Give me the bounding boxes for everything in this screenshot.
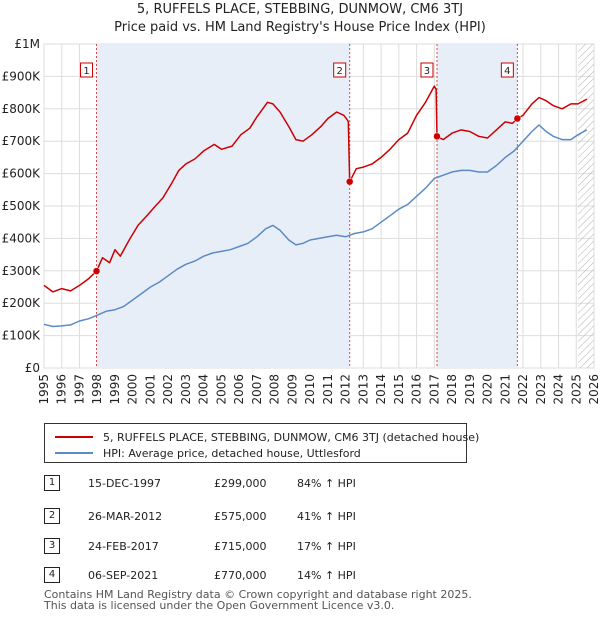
y-tick-label: £900K — [2, 69, 42, 83]
sale-period-shading — [96, 44, 594, 368]
x-tick-label: 2025 — [569, 374, 583, 405]
series-lines — [43, 85, 588, 328]
sale-row: 2 26-MAR-2012 £575,000 41% ↑ HPI — [44, 508, 464, 528]
sale-label-box — [420, 62, 434, 78]
sale-hpi-diff: 14% ↑ HPI — [297, 569, 356, 582]
x-tick-label: 2002 — [161, 374, 175, 405]
sale-points — [92, 114, 522, 275]
sale-point — [92, 267, 101, 275]
sale-label-box — [80, 62, 94, 78]
x-tick-label: 1996 — [55, 374, 69, 405]
sale-number: 2 — [44, 508, 60, 524]
sale-period-band — [436, 44, 518, 368]
sale-point — [513, 114, 522, 123]
x-tick-label: 2013 — [356, 374, 370, 405]
footer-licence: This data is licensed under the Open Gov… — [44, 599, 395, 612]
legend-label-hpi: HPI: Average price, detached house, Uttl… — [103, 446, 361, 460]
x-tick-label: 2006 — [232, 374, 246, 405]
hpi-line — [43, 124, 588, 328]
sale-price: £575,000 — [214, 510, 267, 523]
sale-point — [433, 132, 441, 141]
x-tick-label: 2015 — [392, 374, 406, 405]
sale-label-box — [333, 62, 347, 78]
sale-hpi-diff: 84% ↑ HPI — [297, 477, 356, 490]
x-tick-label: 2021 — [498, 374, 512, 405]
sale-hpi-diff: 41% ↑ HPI — [297, 510, 356, 523]
y-tick-label: £300K — [2, 264, 42, 278]
x-tick-label: 2026 — [587, 374, 600, 405]
x-tick-label: 2005 — [214, 374, 228, 405]
x-tick-label: 2019 — [463, 374, 477, 405]
sale-period-band — [96, 44, 350, 368]
projection-area — [578, 44, 594, 368]
x-tick-label: 2010 — [303, 374, 317, 405]
x-tick-label: 2008 — [268, 374, 282, 405]
x-tick-label: 2017 — [427, 374, 441, 405]
x-tick-label: 2000 — [126, 374, 140, 405]
legend-item-hpi: HPI: Average price, detached house, Uttl… — [55, 445, 361, 461]
sale-price: £770,000 — [214, 569, 267, 582]
sale-date: 15-DEC-1997 — [88, 477, 162, 490]
y-axis-ticks: £0 £100K £200K £300K £400K £500K £600K £700K £80… — [2, 37, 42, 375]
sale-price: £299,000 — [214, 477, 267, 490]
sale-number: 4 — [44, 567, 60, 583]
chart-title: 5, RUFFELS PLACE, STEBBING, DUNMOW, CM6 … — [137, 2, 463, 17]
sale-date: 06-SEP-2021 — [88, 569, 159, 582]
y-tick-label: £200K — [2, 296, 42, 310]
sale-labels: 1 2 3 4 — [80, 62, 514, 78]
x-tick-label: 2003 — [179, 374, 193, 405]
legend-label-property: 5, RUFFELS PLACE, STEBBING, DUNMOW, CM6 … — [103, 430, 480, 444]
sale-row: 4 06-SEP-2021 £770,000 14% ↑ HPI — [44, 567, 464, 587]
sale-price: £715,000 — [214, 540, 267, 553]
x-tick-label: 1995 — [37, 374, 51, 405]
property-price-line — [43, 85, 588, 293]
x-tick-label: 1998 — [90, 374, 104, 405]
sale-label-number: 4 — [504, 66, 510, 77]
sale-date: 24-FEB-2017 — [88, 540, 159, 553]
y-tick-label: £600K — [2, 167, 42, 181]
sale-label-number: 2 — [337, 66, 343, 77]
x-tick-label: 2009 — [285, 374, 299, 405]
x-tick-label: 2012 — [339, 374, 353, 405]
sale-hpi-diff: 17% ↑ HPI — [297, 540, 356, 553]
x-tick-label: 2024 — [552, 374, 566, 405]
legend-swatch-hpi — [55, 452, 93, 454]
y-tick-label: £700K — [2, 134, 42, 148]
sale-label-box — [500, 62, 514, 78]
x-tick-label: 1999 — [108, 374, 122, 405]
sale-row: 1 15-DEC-1997 £299,000 84% ↑ HPI — [44, 475, 464, 495]
x-tick-label: 2016 — [410, 374, 424, 405]
y-tick-label: £500K — [2, 199, 42, 213]
sale-date: 26-MAR-2012 — [88, 510, 163, 523]
x-tick-label: 2018 — [445, 374, 459, 405]
footer: Contains HM Land Registry data © Crown c… — [44, 589, 472, 611]
legend: 5, RUFFELS PLACE, STEBBING, DUNMOW, CM6 … — [44, 423, 479, 463]
x-axis-ticks: 1995 1996 1997 1998 1999 2000 2001 2002 2003 2004… — [37, 374, 600, 405]
chart-subtitle: Price paid vs. HM Land Registry's House … — [114, 20, 486, 35]
legend-swatch-property — [55, 436, 93, 438]
x-tick-label: 2023 — [534, 374, 548, 405]
sale-point — [345, 177, 354, 186]
x-tick-label: 2001 — [143, 374, 157, 405]
y-tick-label: £0 — [25, 361, 40, 375]
y-tick-label: £1M — [14, 37, 40, 51]
x-tick-label: 2011 — [321, 374, 335, 405]
x-tick-label: 2007 — [250, 374, 264, 405]
footer-copyright: Contains HM Land Registry data © Crown c… — [44, 588, 472, 601]
y-tick-label: £400K — [2, 231, 42, 245]
x-tick-label: 2022 — [516, 374, 530, 405]
price-chart: 5, RUFFELS PLACE, STEBBING, DUNMOW, CM6 … — [2, 2, 600, 405]
x-tick-label: 2004 — [197, 374, 211, 405]
x-tick-label: 2020 — [481, 374, 495, 405]
y-tick-label: £100K — [2, 329, 42, 343]
sale-row: 3 24-FEB-2017 £715,000 17% ↑ HPI — [44, 538, 464, 558]
sale-number: 3 — [44, 538, 60, 554]
sale-number: 1 — [44, 475, 60, 491]
x-tick-label: 2014 — [374, 374, 388, 405]
sale-label-number: 3 — [424, 66, 430, 77]
x-tick-label: 1997 — [72, 374, 86, 405]
sale-label-number: 1 — [83, 66, 89, 77]
legend-item-property: 5, RUFFELS PLACE, STEBBING, DUNMOW, CM6 … — [55, 429, 479, 445]
y-tick-label: £800K — [2, 102, 42, 116]
